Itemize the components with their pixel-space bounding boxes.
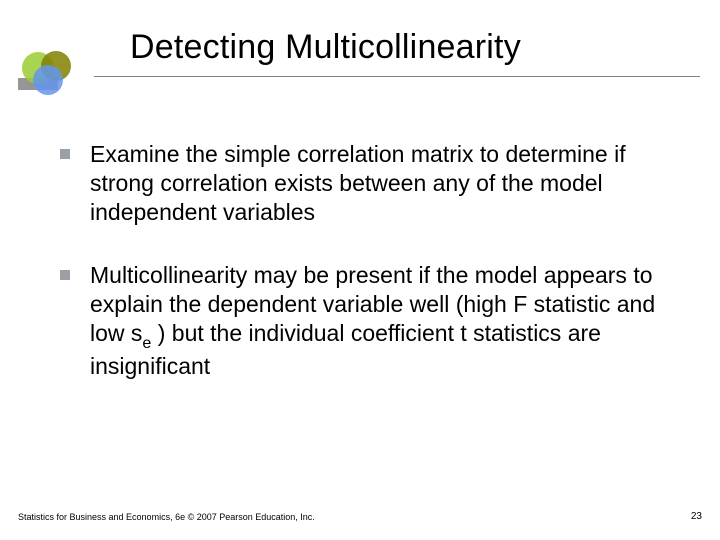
slide: Detecting Multicollinearity Examine the … — [0, 0, 720, 540]
bullet-text: Multicollinearity may be present if the … — [90, 261, 670, 381]
footer-text: Statistics for Business and Economics, 6… — [18, 512, 315, 522]
body-area: Examine the simple correlation matrix to… — [60, 140, 670, 415]
title-rule — [94, 76, 700, 77]
page-number: 23 — [691, 511, 702, 522]
bullet-item: Examine the simple correlation matrix to… — [60, 140, 670, 227]
title-area: Detecting Multicollinearity — [0, 28, 720, 67]
bullet-item: Multicollinearity may be present if the … — [60, 261, 670, 381]
bullet-square-icon — [60, 149, 70, 159]
bullet-text: Examine the simple correlation matrix to… — [90, 140, 670, 227]
bullet-square-icon — [60, 270, 70, 280]
slide-title: Detecting Multicollinearity — [130, 28, 720, 67]
